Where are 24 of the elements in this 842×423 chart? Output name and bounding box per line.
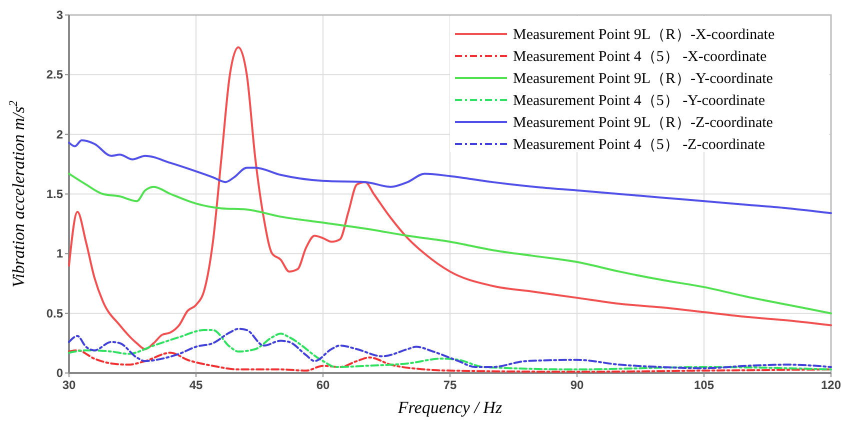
x-tick-label: 60: [316, 378, 330, 392]
x-tick-label: 75: [443, 378, 457, 392]
y-tick-label: 1: [56, 246, 64, 261]
x-tick-label: 105: [694, 378, 714, 392]
x-tick-label: 45: [189, 378, 203, 392]
y-tick-label: 1.5: [46, 187, 64, 201]
legend-label: Measurement Point 4（5） -Z-coordinate: [513, 137, 766, 153]
line-series: [68, 46, 832, 350]
legend-label: Measurement Point 4（5） -Y-coordinate: [513, 93, 766, 109]
legend-label: Measurement Point 9L（R）-Y-coordinate: [513, 71, 774, 87]
legend-label: Measurement Point 4（5） -X-coordinate: [513, 49, 768, 65]
x-tick-label: 90: [570, 378, 584, 392]
y-tick-label: 2.5: [46, 68, 64, 82]
x-axis-title: Frequency / Hz: [396, 398, 502, 417]
y-tick-label: 3: [56, 8, 64, 22]
x-tick-label: 120: [820, 378, 842, 392]
legend-label: Measurement Point 9L（R）-Z-coordinate: [513, 115, 774, 131]
y-tick-label: 0: [56, 366, 64, 380]
line-series: [68, 139, 832, 214]
line-series: [68, 172, 832, 314]
y-tick-label: 0.5: [46, 306, 64, 320]
y-tick-label: 2: [56, 127, 64, 142]
x-tick-label: 30: [62, 378, 76, 392]
legend-label: Measurement Point 9L（R）-X-coordinate: [513, 27, 775, 43]
